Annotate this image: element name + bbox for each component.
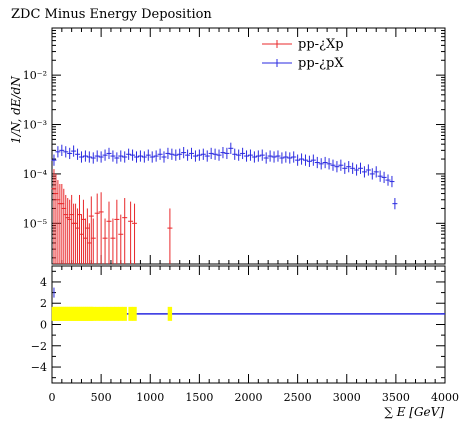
x-tick-label: 500 [91,391,112,404]
x-tick-label: 4000 [431,391,459,404]
ratio-band [122,306,127,321]
y-axis-label: 1/N, dE/dN [9,76,23,144]
ratio-band [110,306,116,321]
ratio-band [91,306,96,321]
y-tick-label-ratio: 4 [40,276,47,289]
x-tick-label: 3000 [333,391,361,404]
x-axis-label: ∑ E [GeV] [384,405,444,419]
y-tick-label-main: 10⁻³ [23,119,47,132]
ratio-band [167,306,173,321]
y-tick-label-ratio: 0 [40,319,47,332]
y-tick-label-main: 10⁻⁴ [23,168,48,181]
ratio-band [106,306,112,321]
ratio-band [128,306,133,321]
x-tick-label: 2000 [235,391,263,404]
y-tick-label-main: 10⁻⁵ [23,217,47,230]
ratio-band [94,306,100,321]
ratio-band [114,306,120,321]
x-tick-label: 1500 [185,391,213,404]
x-tick-label: 2500 [284,391,312,404]
x-tick-label: 1000 [136,391,164,404]
chart-title: ZDC Minus Energy Deposition [11,7,212,22]
legend-label-red: pp-¿Xp [298,37,344,52]
legend: pp-¿Xp pp-¿pX [262,37,344,71]
y-tick-label-ratio: −2 [31,340,47,353]
y-tick-label-ratio: 2 [40,297,47,310]
ratio-plot-frame [51,265,446,384]
x-tick-label: 0 [49,391,56,404]
ratio-band [118,306,123,321]
y-tick-label-main: 10⁻² [23,69,47,82]
y-tick-label-ratio: −4 [31,361,47,374]
x-tick-label: 3500 [382,391,410,404]
ratio-band [98,306,104,321]
legend-label-blue: pp-¿pX [298,56,344,71]
main-plot-frame [51,27,446,265]
ratio-band [132,306,137,321]
ratio-band [102,306,108,321]
